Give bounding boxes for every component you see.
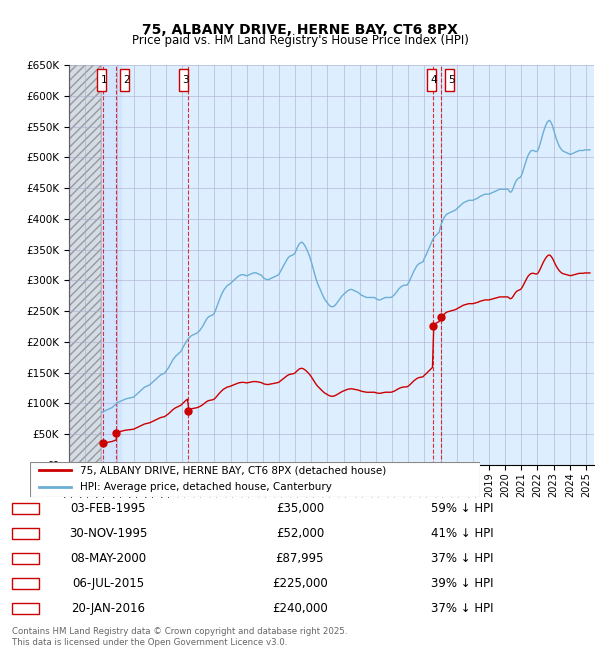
Text: 37% ↓ HPI: 37% ↓ HPI [431,602,493,615]
Text: 20-JAN-2016: 20-JAN-2016 [71,602,145,615]
Text: 30-NOV-1995: 30-NOV-1995 [69,527,147,540]
Text: 08-MAY-2000: 08-MAY-2000 [70,552,146,565]
Text: HPI: Average price, detached house, Canterbury: HPI: Average price, detached house, Cant… [79,482,331,492]
FancyBboxPatch shape [12,553,39,564]
Text: 5: 5 [448,75,455,84]
Text: £225,000: £225,000 [272,577,328,590]
Bar [69,65,101,465]
Text: 06-JUL-2015: 06-JUL-2015 [72,577,144,590]
FancyBboxPatch shape [427,69,436,91]
Text: £87,995: £87,995 [276,552,324,565]
Text: 59% ↓ HPI: 59% ↓ HPI [431,502,493,515]
FancyBboxPatch shape [97,69,106,91]
Text: 37% ↓ HPI: 37% ↓ HPI [431,552,493,565]
Text: 4: 4 [22,577,29,590]
FancyBboxPatch shape [120,69,128,91]
FancyBboxPatch shape [12,528,39,539]
Text: Price paid vs. HM Land Registry's House Price Index (HPI): Price paid vs. HM Land Registry's House … [131,34,469,47]
Text: 3: 3 [182,75,189,84]
Text: 75, ALBANY DRIVE, HERNE BAY, CT6 8PX (detached house): 75, ALBANY DRIVE, HERNE BAY, CT6 8PX (de… [79,465,386,475]
Text: 2: 2 [123,75,130,84]
FancyBboxPatch shape [12,603,39,614]
Text: £52,000: £52,000 [276,527,324,540]
Text: 39% ↓ HPI: 39% ↓ HPI [431,577,493,590]
Text: Contains HM Land Registry data © Crown copyright and database right 2025.
This d: Contains HM Land Registry data © Crown c… [12,627,347,647]
Text: 4: 4 [431,75,437,84]
FancyBboxPatch shape [12,578,39,589]
Text: 1: 1 [101,75,107,84]
Text: 1: 1 [22,502,29,515]
FancyBboxPatch shape [12,504,39,514]
FancyBboxPatch shape [179,69,188,91]
FancyBboxPatch shape [445,69,454,91]
Text: 75, ALBANY DRIVE, HERNE BAY, CT6 8PX: 75, ALBANY DRIVE, HERNE BAY, CT6 8PX [142,23,458,37]
Bar [101,65,121,465]
Text: 03-FEB-1995: 03-FEB-1995 [70,502,146,515]
Text: 2: 2 [22,527,29,540]
Text: £35,000: £35,000 [276,502,324,515]
Text: 5: 5 [22,602,29,615]
Text: £240,000: £240,000 [272,602,328,615]
Text: 41% ↓ HPI: 41% ↓ HPI [431,527,493,540]
Bar [69,65,101,465]
Text: 3: 3 [22,552,29,565]
